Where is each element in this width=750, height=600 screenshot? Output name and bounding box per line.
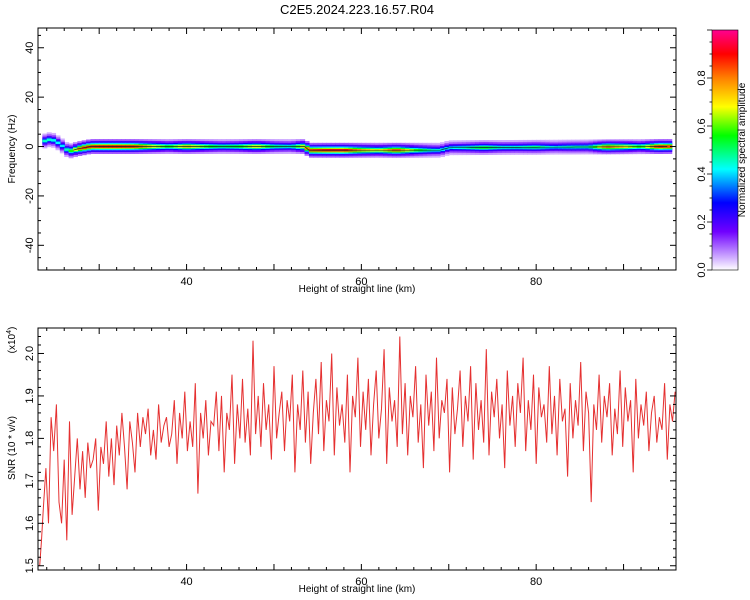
x-tick-label: 40 xyxy=(180,576,192,588)
colorbar-ticks: 0.0 0.2 0.4 0.6 0.8 xyxy=(696,29,712,278)
snr-multiplier: (x104) xyxy=(6,327,18,354)
colorbar-tick-label: 0.6 xyxy=(696,118,708,133)
y-tick-label: -20 xyxy=(24,188,36,204)
spectrogram-frame xyxy=(37,27,677,271)
y-tick-label: 2.0 xyxy=(24,346,36,361)
x-tick-label: 80 xyxy=(530,276,542,288)
spectrogram-cell xyxy=(667,145,673,148)
spectrogram-cell xyxy=(46,138,52,141)
x-tick-label: 80 xyxy=(530,576,542,588)
x-tick-label: 40 xyxy=(180,276,192,288)
colorbar-tick-label: 0.2 xyxy=(696,214,708,229)
snr-panel: 40 60 80 1.5 1.6 1.7 1.8 1.9 2.0 Height of strai… xyxy=(6,327,677,595)
colorbar-tick-label: 0.4 xyxy=(696,166,708,181)
chart-title: C2E5.2024.223.16.57.R04 xyxy=(280,2,434,17)
y-tick-label: 1.8 xyxy=(24,431,36,446)
y-tick-label: 1.9 xyxy=(24,388,36,403)
colorbar-tick-label: 0.8 xyxy=(696,70,708,85)
spectrogram-cell xyxy=(51,139,57,142)
spectrogram-cell xyxy=(59,144,65,148)
y-tick-label: 0 xyxy=(24,143,36,149)
y-tick-label: 20 xyxy=(24,91,36,103)
spectrogram-panel: 40 60 80 -40 -20 0 20 40 Height of straight lin… xyxy=(7,27,677,295)
x-tick-label: 60 xyxy=(355,276,367,288)
colorbar-tick-label: 0.0 xyxy=(696,262,708,277)
spectrogram-ticks: 40 60 80 -40 -20 0 20 40 xyxy=(24,28,677,288)
spectrogram-cell xyxy=(55,141,61,145)
y-tick-label: -40 xyxy=(24,237,36,253)
y-tick-label: 1.5 xyxy=(24,558,36,573)
x-tick-label: 60 xyxy=(355,576,367,588)
snr-ylabel: SNR (10 * v/v) xyxy=(7,416,18,480)
spectrogram-ridge-line xyxy=(72,146,668,151)
colorbar-label: Normalized spectral amplitude xyxy=(737,82,748,217)
spectrogram-cell xyxy=(68,149,74,153)
y-tick-label: 1.7 xyxy=(24,473,36,488)
spectrogram-cell xyxy=(64,148,70,151)
colorbar-gradient xyxy=(712,30,738,270)
spectrogram-cell xyxy=(42,139,48,143)
spectrogram-heatmap xyxy=(42,132,673,159)
colorbar: 0.0 0.2 0.4 0.6 0.8 Normalized spectral ampl… xyxy=(696,29,748,278)
snr-series-line xyxy=(39,336,676,566)
snr-xlabel: Height of straight line (km) xyxy=(299,584,416,595)
snr-frame xyxy=(37,327,677,571)
y-tick-label: 40 xyxy=(24,42,36,54)
spectrogram-ylabel: Frequency (Hz) xyxy=(7,115,18,184)
spectrogram-xlabel: Height of straight line (km) xyxy=(299,284,416,295)
y-tick-label: 1.6 xyxy=(24,516,36,531)
snr-ticks: 40 60 80 1.5 1.6 1.7 1.8 1.9 2.0 xyxy=(24,328,677,588)
